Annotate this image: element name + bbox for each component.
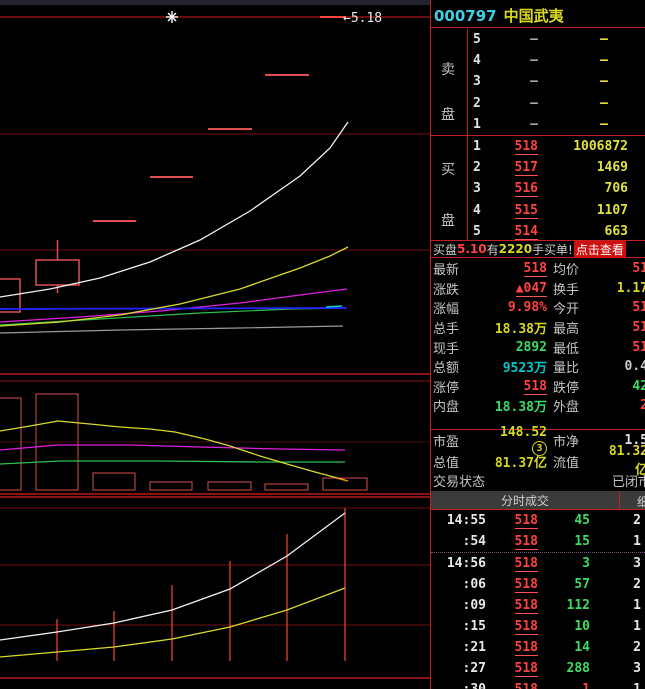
ma-yellow-line bbox=[0, 246, 349, 327]
volma-orange-tip bbox=[335, 477, 349, 482]
volma-yellow-line bbox=[0, 420, 346, 481]
pe-badge: 3 bbox=[532, 440, 547, 456]
tick-row[interactable]: :3051811 bbox=[431, 679, 645, 689]
buy-row[interactable]: 3 516 706 bbox=[473, 181, 628, 198]
quote-row: 涨跌 ▲047 换手 1.17 bbox=[433, 280, 645, 298]
price-white-line bbox=[0, 512, 346, 641]
ma-cyan-line bbox=[325, 305, 343, 308]
lower-pane[interactable] bbox=[0, 496, 430, 679]
sell-row[interactable]: 4— — bbox=[473, 53, 608, 69]
buy-row[interactable]: 2 517 1469 bbox=[473, 160, 628, 177]
quote-row: 涨幅9.98%今开51 bbox=[433, 300, 645, 318]
book-divider bbox=[431, 135, 645, 136]
buy-row[interactable]: 5 514 663 bbox=[473, 223, 628, 240]
sell-row[interactable]: 5— — bbox=[473, 32, 608, 48]
candle-body bbox=[0, 278, 21, 313]
sell-row[interactable]: 1— — bbox=[473, 116, 608, 132]
candle-body bbox=[35, 259, 80, 286]
buy-row[interactable]: 1 518 1006872 bbox=[473, 139, 628, 156]
volume-bar bbox=[322, 477, 368, 491]
stock-title: 000797 中国武夷 bbox=[431, 5, 645, 28]
sell-label: 卖 bbox=[441, 62, 455, 78]
view-details-link[interactable]: 点击查看 bbox=[573, 240, 626, 258]
quote-row: 最新518均价51 bbox=[433, 261, 645, 279]
tick-row[interactable]: 14:56 518 3 3 bbox=[431, 552, 645, 574]
volume-pane[interactable] bbox=[0, 373, 430, 495]
volma-green-line bbox=[0, 460, 345, 465]
stock-name: 中国武夷 bbox=[503, 7, 564, 25]
trade-status-value: 已闭市 bbox=[611, 475, 645, 491]
volume-bar bbox=[35, 393, 79, 491]
avg-yellow-line bbox=[0, 587, 346, 658]
buy-label: 买 bbox=[441, 162, 455, 178]
stock-code: 000797 bbox=[434, 7, 497, 25]
price-callout-label: ←5.18 bbox=[343, 11, 382, 26]
tick-row[interactable]: :09 518 112 1 bbox=[462, 598, 641, 614]
sell-label-2: 盘 bbox=[441, 107, 455, 123]
tick-row[interactable]: :27 518 288 3 bbox=[462, 661, 641, 677]
buy-row[interactable]: 4 515 1107 bbox=[473, 202, 628, 219]
quote-row: 现手2892最低51 bbox=[433, 339, 645, 357]
volma-magenta-line bbox=[0, 444, 346, 451]
volume-bar bbox=[92, 472, 136, 491]
ma-white-line bbox=[0, 121, 349, 298]
volume-bar bbox=[207, 481, 252, 491]
volume-bar bbox=[0, 397, 22, 491]
tab-bar: 分时成交 细 bbox=[431, 491, 645, 510]
kline-pane[interactable]: ←5.18 bbox=[0, 11, 430, 334]
tick-row[interactable]: :21 518 14 2 bbox=[462, 640, 641, 656]
tick-row[interactable]: :54 518 15 1 bbox=[462, 534, 641, 550]
tick-row[interactable]: :15 518 10 1 bbox=[462, 619, 641, 635]
quote-row: 涨停518跌停42 bbox=[433, 378, 645, 396]
tick-list: 14:55 518 45 2 :54 518 15 1 14:56 518 3 3 :06 518 5… bbox=[431, 510, 645, 689]
ma-grey-line bbox=[0, 325, 344, 334]
orderbook-side-column: 卖 盘 买 盘 bbox=[431, 29, 468, 240]
volume-bar bbox=[264, 483, 309, 491]
volume-bar bbox=[149, 481, 193, 491]
top-strip bbox=[0, 0, 645, 5]
quote-divider bbox=[431, 428, 645, 430]
tab-next-partial[interactable]: 细 bbox=[637, 493, 645, 510]
tick-row[interactable]: 14:55 518 45 2 bbox=[446, 513, 641, 529]
sell-row[interactable]: 3— — bbox=[473, 74, 608, 90]
tab-tick-trades[interactable]: 分时成交 bbox=[500, 493, 549, 508]
sell-row[interactable]: 2— — bbox=[473, 95, 608, 111]
quote-panel: 000797 中国武夷 卖 盘 买 盘 5— — 4— — 3— — 2— — 1— — 1… bbox=[430, 0, 645, 689]
sell-book: 5— — 4— — 3— — 2— — 1— — bbox=[431, 29, 645, 135]
star-marker bbox=[166, 11, 178, 23]
ma-blue-line bbox=[0, 307, 348, 310]
tab-separator bbox=[619, 491, 620, 509]
big-order-alert: 买盘 5.10 有 2220 手买单! 点击查看 bbox=[431, 240, 645, 258]
charts-canvas[interactable]: ←5.18 bbox=[0, 0, 430, 689]
trade-status-row: 交易状态已闭市 bbox=[431, 472, 645, 490]
tick-row[interactable]: :06 518 57 2 bbox=[462, 577, 641, 593]
buy-label-2: 盘 bbox=[441, 213, 455, 229]
ma-magenta-line bbox=[0, 288, 348, 323]
